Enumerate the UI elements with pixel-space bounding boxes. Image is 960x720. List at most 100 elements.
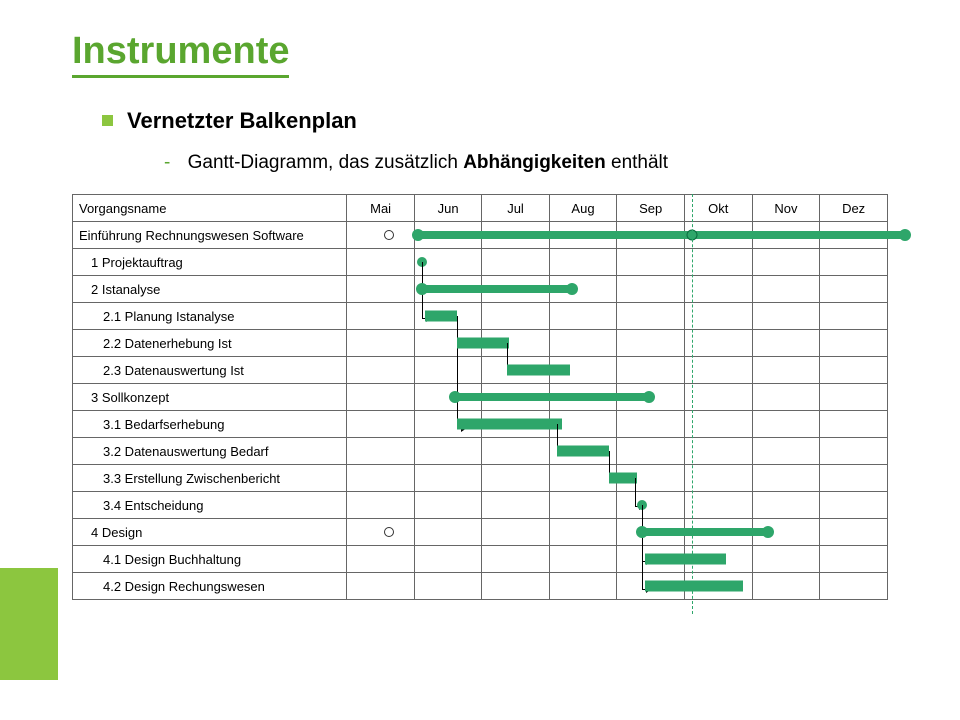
dash-icon: - <box>164 152 170 173</box>
gantt-cell <box>347 573 415 600</box>
gantt-cell <box>617 249 685 276</box>
gantt-cell <box>752 411 820 438</box>
gantt-cell <box>752 492 820 519</box>
gantt-cell <box>617 222 685 249</box>
gantt-cell <box>414 384 482 411</box>
gantt-cell <box>685 249 753 276</box>
bullet-marker-icon <box>102 115 113 126</box>
gantt-cell <box>820 384 888 411</box>
gantt-cell <box>752 249 820 276</box>
gantt-cell <box>347 465 415 492</box>
gantt-cell <box>617 411 685 438</box>
gantt-cell <box>482 303 549 330</box>
task-bar <box>557 446 610 457</box>
gantt-cell <box>685 330 753 357</box>
gantt-cell <box>347 330 415 357</box>
header-month: Dez <box>820 195 888 222</box>
gantt-cell <box>549 276 617 303</box>
gantt-cell <box>685 546 753 573</box>
table-row: 3.1 Bedarfserhebung <box>73 411 888 438</box>
gantt-cell <box>482 330 549 357</box>
gantt-cell <box>549 519 617 546</box>
gantt-cell <box>347 249 415 276</box>
gantt-cell <box>414 222 482 249</box>
gantt-cell <box>820 330 888 357</box>
header-month: Aug <box>549 195 617 222</box>
description-bold: Abhängigkeiten <box>463 152 606 173</box>
gantt-cell <box>617 438 685 465</box>
gantt-cell <box>617 384 685 411</box>
task-name: 3.2 Datenauswertung Bedarf <box>73 438 347 465</box>
gantt-cell <box>414 573 482 600</box>
gantt-cell <box>414 330 482 357</box>
gantt-cell <box>820 573 888 600</box>
gantt-cell <box>549 222 617 249</box>
gantt-cell <box>482 411 549 438</box>
task-name: 3.3 Erstellung Zwischenbericht <box>73 465 347 492</box>
gantt-cell <box>685 519 753 546</box>
description-pre: Gantt-Diagramm, das zusätzlich <box>188 152 464 173</box>
gantt-cell <box>414 249 482 276</box>
task-bar <box>425 311 457 322</box>
bullet-text: Vernetzter Balkenplan <box>127 108 357 134</box>
gantt-cell <box>549 249 617 276</box>
gantt-cell <box>820 492 888 519</box>
gantt-cell <box>482 438 549 465</box>
gantt-cell <box>549 384 617 411</box>
gantt-cell <box>414 438 482 465</box>
gantt-cell <box>617 465 685 492</box>
gantt-cell <box>482 357 549 384</box>
gantt-cell <box>685 465 753 492</box>
gantt-cell <box>752 330 820 357</box>
gantt-cell <box>752 438 820 465</box>
gantt-cell <box>752 222 820 249</box>
gantt-cell <box>549 357 617 384</box>
header-month: Sep <box>617 195 685 222</box>
gantt-cell <box>347 222 415 249</box>
task-name: 3 Sollkonzept <box>73 384 347 411</box>
gantt-cell <box>685 573 753 600</box>
gantt-cell <box>414 492 482 519</box>
task-name: Einführung Rechnungswesen Software <box>73 222 347 249</box>
gantt-cell <box>752 573 820 600</box>
gantt-cell <box>752 303 820 330</box>
task-name: 3.1 Bedarfserhebung <box>73 411 347 438</box>
gantt-cell <box>549 411 617 438</box>
gantt-cell <box>617 573 685 600</box>
gantt-cell <box>752 357 820 384</box>
gantt-cell <box>549 465 617 492</box>
task-name: 1 Projektauftrag <box>73 249 347 276</box>
gantt-cell <box>752 519 820 546</box>
open-marker-icon <box>384 527 394 537</box>
gantt-cell <box>820 465 888 492</box>
task-name: 3.4 Entscheidung <box>73 492 347 519</box>
gantt-cell <box>347 384 415 411</box>
gantt-cell <box>685 222 753 249</box>
table-row: 3.2 Datenauswertung Bedarf <box>73 438 888 465</box>
gantt-cell <box>482 222 549 249</box>
gantt-cell <box>685 357 753 384</box>
gantt-cell <box>685 384 753 411</box>
gantt-cell <box>414 411 482 438</box>
gantt-cell <box>617 330 685 357</box>
header-month: Nov <box>752 195 820 222</box>
bullet-item: Vernetzter Balkenplan <box>102 108 888 134</box>
task-name: 2.2 Datenerhebung Ist <box>73 330 347 357</box>
gantt-cell <box>685 303 753 330</box>
gantt-cell <box>820 411 888 438</box>
gantt-cell <box>347 276 415 303</box>
table-row: 2.3 Datenauswertung Ist <box>73 357 888 384</box>
gantt-cell <box>617 519 685 546</box>
table-row: 3.3 Erstellung Zwischenbericht <box>73 465 888 492</box>
task-name: 4.1 Design Buchhaltung <box>73 546 347 573</box>
table-row: 2.2 Datenerhebung Ist <box>73 330 888 357</box>
task-name: 2.3 Datenauswertung Ist <box>73 357 347 384</box>
gantt-cell <box>347 519 415 546</box>
task-name: 2 Istanalyse <box>73 276 347 303</box>
table-row: 4.1 Design Buchhaltung <box>73 546 888 573</box>
gantt-cell <box>482 465 549 492</box>
gantt-cell <box>549 492 617 519</box>
header-month: Jun <box>414 195 482 222</box>
gantt-cell <box>820 249 888 276</box>
gantt-cell <box>752 276 820 303</box>
